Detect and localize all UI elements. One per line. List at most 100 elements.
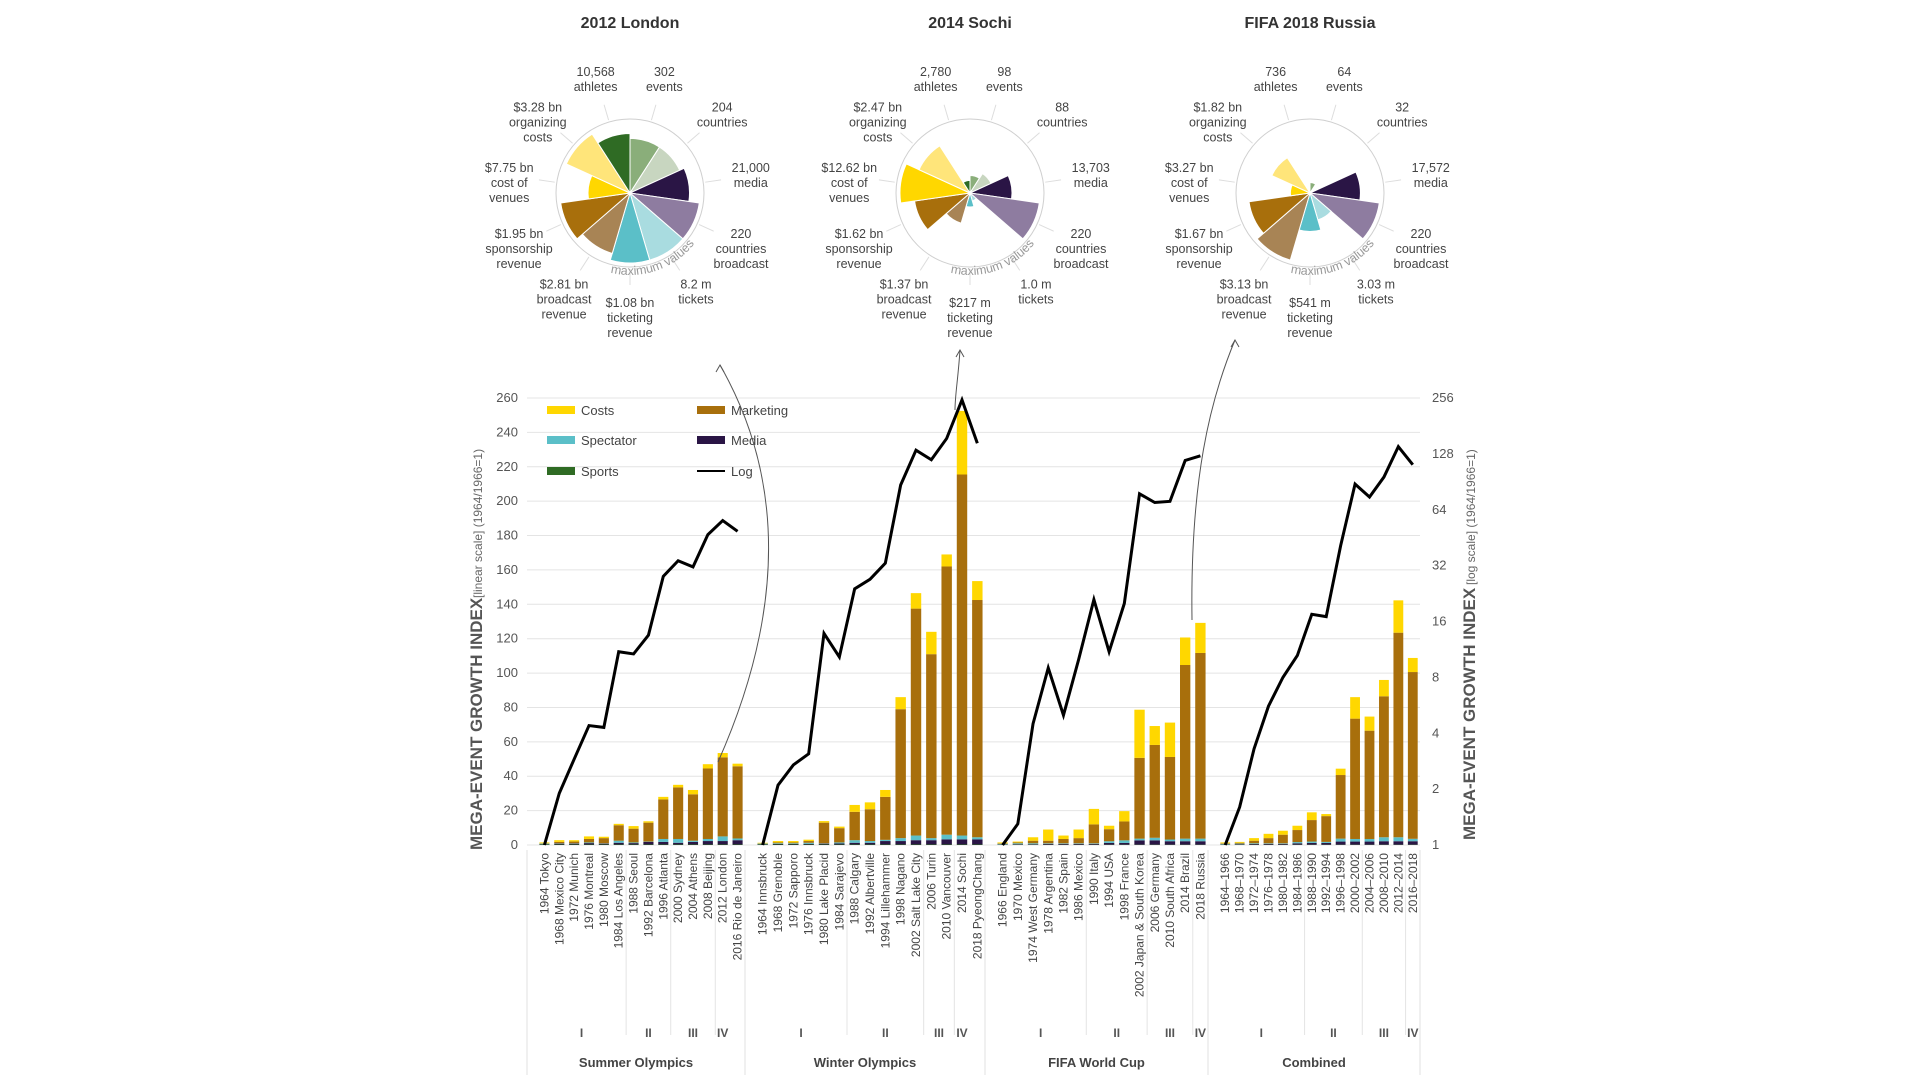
bar-segment-costs [643,821,654,823]
bar-segment-marketing [910,608,922,836]
radar-axis-label: $1.08 bn ticketing revenue [606,296,655,340]
bar-segment-costs [864,802,876,810]
bar-segment-spectator [803,842,814,844]
radar-axis-label: $3.28 bn organizing costs [509,101,567,145]
bar-segment-marketing [956,474,968,836]
x-tick-label: 1970 Mexico [1011,853,1025,921]
x-tick-label: 2002 Salt Lake City [909,853,923,957]
radar-label-line: broadcast [1394,257,1449,271]
radar-axis-label: $1.95 bn sponsorship revenue [485,227,552,271]
legend-label: Spectator [581,433,637,448]
radar-label-line: $3.28 bn [513,101,562,115]
bar-segment-spectator [1321,841,1332,843]
log-line [1223,443,1414,846]
radar-axis-label: $3.13 bn broadcast revenue [1217,277,1272,321]
radar-label-line: $3.13 bn [1220,277,1269,291]
bar-segment-media [1263,843,1274,845]
bar-segment-costs [803,839,814,842]
radar-label-line: broadcast [1217,292,1272,306]
x-tick-label: 1968 Mexico City [552,853,566,945]
bar-segment-media [772,843,784,845]
radar-label-line: 13,703 [1072,161,1110,175]
bar-segment-marketing [1234,842,1245,844]
bar-segment-media [673,842,684,845]
x-tick-label: 1988 Seoul [627,853,641,914]
x-tick-label: 1984–1986 [1290,853,1304,913]
callout-arrow [954,349,961,411]
x-tick-label: 1992–1994 [1319,853,1333,913]
y-axis-ticks: 0 20 40 60 80 100 120 140 160 180 200 220 240 260 1 2 4 8… [496,390,1453,852]
bar-segment-media [613,842,624,845]
bar-segment-costs [1364,716,1375,731]
radar-label-line: countries [1056,242,1107,256]
bar-segment-costs [818,821,830,823]
bar-segment-costs [926,631,937,655]
bar-segment-media [1292,843,1303,845]
x-tick-label: 2008–2010 [1377,853,1391,913]
bar-segment-marketing [1393,632,1404,838]
bar-segment-spectator [1379,837,1389,842]
legend-label: Media [731,433,767,448]
bar-segment-marketing [788,842,799,844]
radar-label-line: $2.47 bn [853,101,902,115]
radar-label-line: revenue [607,326,652,340]
bar-segment-costs [1263,833,1274,839]
bar-segment-spectator [864,841,876,843]
bar-segment-marketing [1263,838,1274,844]
bar-segment-marketing [1149,744,1160,838]
bar-segment-costs [717,753,728,758]
bar-segment-spectator [1335,838,1346,842]
bar-segment-costs [1407,657,1418,673]
bar-segment-spectator [1364,838,1375,842]
x-tick-label: 1972–1974 [1247,853,1261,913]
radar-label-line: $1.95 bn [495,227,544,241]
bar-segment-media [1119,842,1130,845]
x-tick-label: 1964–1966 [1218,853,1232,913]
bar-segment-marketing [717,757,728,837]
radar-label-line: $541 m [1289,296,1331,310]
phase-label: IV [1195,1026,1206,1040]
bar-segment-media [1321,842,1332,845]
x-tick-label: 2004–2006 [1363,853,1377,913]
bar-segment-media [1234,844,1245,845]
x-tick-label: 2010 Vancouver [940,853,954,940]
bar-segment-media [880,841,891,845]
bar-segment-media [598,843,609,845]
bar-segment-marketing [1335,775,1346,839]
bar-segment-marketing [818,822,830,844]
bar-segment-spectator [1043,843,1054,844]
radar-axis-label: 10,568 athletes [574,65,618,94]
x-tick-label: 1972 Munich [567,853,581,922]
radar-label-line: 220 [1411,227,1432,241]
radar-label-line: countries [716,242,767,256]
radar-label-line: $12.62 bn [821,161,877,175]
radar-axis-label: 98 events [986,65,1023,94]
radar-wedge [565,133,632,195]
bar-segment-media [1058,843,1069,845]
radar-label-line: media [1414,176,1448,190]
radar-axis-label: 3.03 m tickets [1357,277,1395,306]
right-tick-label: 256 [1432,390,1454,405]
radar-label-line: cost of [491,176,528,190]
bar-segment-marketing [1350,718,1360,839]
x-tick-label: 1990 Italy [1087,853,1101,905]
phase-label: II [1330,1026,1337,1040]
bar-segment-marketing [1073,838,1084,844]
bar-segment-spectator [1350,838,1360,842]
bar-segment-spectator [1164,839,1176,842]
right-axis-title: MEGA-EVENT GROWTH INDEX [1460,587,1479,840]
left-tick-label: 80 [504,699,518,714]
x-tick-label: 1992 Barcelona [641,853,655,937]
bar-segment-media [849,842,860,845]
left-axis-title: MEGA-EVENT GROWTH INDEX [467,597,486,850]
radar-label-line: revenue [1287,326,1332,340]
radar-axis-label: 32 countries [1377,101,1428,130]
x-tick-label: 1994 Lillehammer [878,853,892,948]
x-tick-label: 1986 Mexico [1072,853,1086,921]
radar-axis-tick [1259,256,1270,271]
bar-segment-spectator [1195,838,1206,842]
radar-wedge [597,132,631,195]
radar-label-line: costs [1203,131,1232,145]
radar-axis-tick [603,104,610,121]
